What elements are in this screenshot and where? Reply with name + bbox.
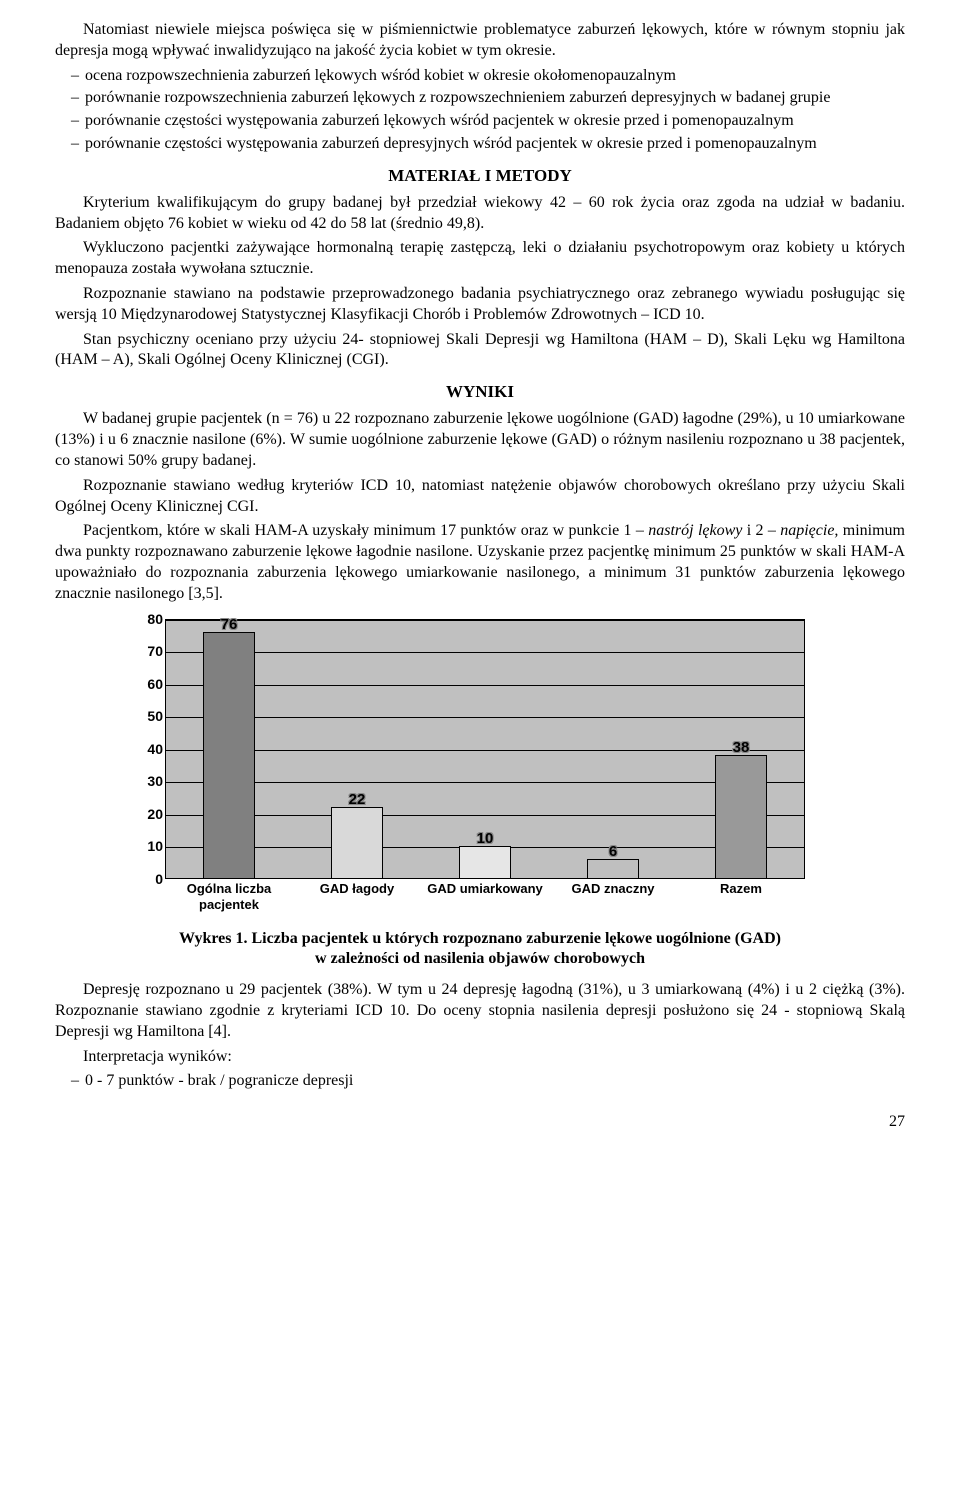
y-tick-label: 10: [125, 837, 163, 855]
x-labels: Ogólna liczba pacjentekGAD łagodyGAD umi…: [165, 881, 805, 919]
caption-line-1: Wykres 1. Liczba pacjentek u których roz…: [179, 930, 781, 947]
chart-caption: Wykres 1. Liczba pacjentek u których roz…: [55, 929, 905, 971]
materials-heading: MATERIAŁ I METODY: [55, 165, 905, 187]
chart-1: 01020304050607080762210638Ogólna liczba …: [125, 619, 905, 919]
objectives-list: ocena rozpowszechnienia zaburzeń lękowyc…: [55, 66, 905, 155]
x-tick-label: GAD łagody: [293, 881, 421, 898]
bar: 6: [587, 859, 638, 879]
bar-value-label: 22: [332, 790, 381, 810]
bar-value-label: 10: [460, 829, 509, 849]
list-item: ocena rozpowszechnienia zaburzeń lękowyc…: [71, 66, 905, 87]
results-p1: W badanej grupie pacjentek (n = 76) u 22…: [55, 409, 905, 471]
x-tick-label: GAD umiarkowany: [421, 881, 549, 898]
y-tick-label: 50: [125, 707, 163, 725]
materials-p1: Kryterium kwalifikującym do grupy badane…: [55, 193, 905, 235]
caption-line-2: w zależności od nasilenia objawów chorob…: [315, 950, 645, 967]
bars-group: 76 22 10 6 38: [165, 619, 805, 879]
after-p2: Interpretacja wyników:: [55, 1047, 905, 1068]
results-p3: Pacjentkom, które w skali HAM-A uzyskały…: [55, 521, 905, 604]
bar-value-label: 6: [588, 842, 637, 862]
materials-p3: Rozpoznanie stawiano na podstawie przepr…: [55, 284, 905, 326]
x-tick-label: GAD znaczny: [549, 881, 677, 898]
list-item: porównanie częstości występowania zaburz…: [71, 111, 905, 132]
italic-term-1: nastrój lękowy: [648, 522, 742, 539]
after-p1: Depresję rozpoznano u 29 pacjentek (38%)…: [55, 980, 905, 1042]
bar: 22: [331, 807, 382, 879]
bar-value-label: 38: [716, 738, 765, 758]
x-tick-label: Razem: [677, 881, 805, 898]
y-tick-label: 60: [125, 674, 163, 692]
x-tick-label: Ogólna liczba pacjentek: [165, 881, 293, 915]
page-number: 27: [55, 1112, 905, 1133]
interpretation-list: 0 - 7 punktów - brak / pogranicze depres…: [55, 1071, 905, 1092]
results-heading: WYNIKI: [55, 381, 905, 403]
intro-paragraph: Natomiast niewiele miejsca poświęca się …: [55, 20, 905, 62]
results-p2: Rozpoznanie stawiano według kryteriów IC…: [55, 476, 905, 518]
materials-p4: Stan psychiczny oceniano przy użyciu 24-…: [55, 330, 905, 372]
list-item: porównanie częstości występowania zaburz…: [71, 134, 905, 155]
results-p3-b: i 2 –: [742, 522, 780, 539]
bar: 10: [459, 846, 510, 879]
y-tick-label: 70: [125, 642, 163, 660]
y-tick-label: 20: [125, 804, 163, 822]
bar: 76: [203, 632, 254, 879]
y-tick-label: 30: [125, 772, 163, 790]
list-item: 0 - 7 punktów - brak / pogranicze depres…: [71, 1071, 905, 1092]
y-tick-label: 80: [125, 609, 163, 627]
bar: 38: [715, 755, 766, 879]
bar-value-label: 76: [204, 615, 253, 635]
y-tick-label: 40: [125, 739, 163, 757]
list-item: porównanie rozpowszechnienia zaburzeń lę…: [71, 88, 905, 109]
italic-term-2: napięcie,: [780, 522, 838, 539]
results-p3-a: Pacjentkom, które w skali HAM-A uzyskały…: [83, 522, 648, 539]
y-tick-label: 0: [125, 869, 163, 887]
materials-p2: Wykluczono pacjentki zażywające hormonal…: [55, 238, 905, 280]
